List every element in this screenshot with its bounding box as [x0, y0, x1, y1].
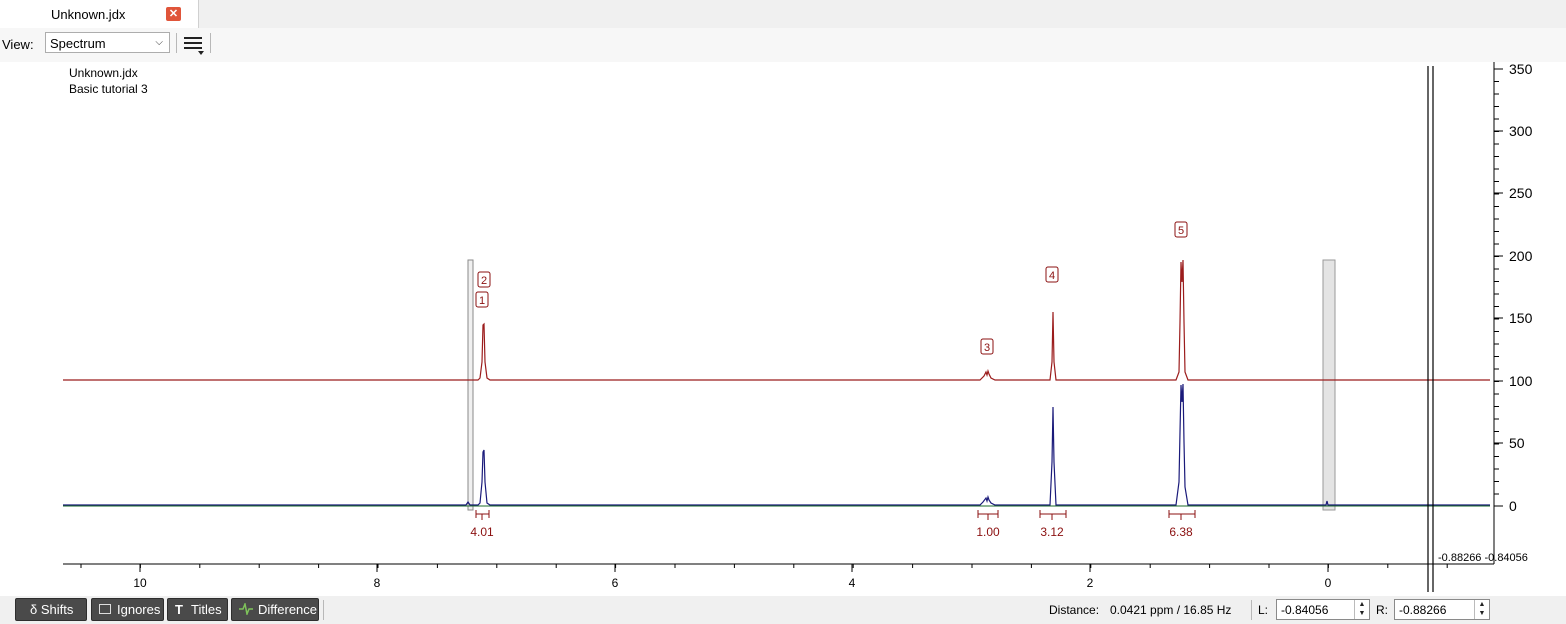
view-label: View: — [2, 37, 34, 52]
y-tick-label: 350 — [1509, 62, 1533, 77]
y-tick-label: 50 — [1509, 435, 1525, 451]
x-tick-label: 8 — [374, 576, 381, 590]
ignore-region[interactable] — [1322, 259, 1336, 511]
peak-label-box — [1045, 266, 1059, 283]
tab-bar: Unknown.jdx ✕ — [0, 0, 1566, 29]
spectrum-trace — [63, 259, 1490, 381]
left-value-spinbox[interactable]: -0.84056 ▲ ▼ — [1276, 599, 1370, 620]
peak-label-box — [1174, 221, 1188, 238]
difference-button[interactable]: Difference — [231, 598, 319, 621]
integral-value: 6.38 — [1169, 525, 1193, 539]
chevron-down-icon: ⌵ — [155, 37, 163, 48]
spectrum-canvas[interactable]: 350 300 250 200 150 100 50 0 10 8 6 4 2 0 -0.88266 -… — [0, 62, 1566, 596]
spin-arrows-icon[interactable]: ▲ ▼ — [1474, 600, 1489, 619]
status-bar: δ Shifts Ignores T Titles Difference Dis… — [0, 596, 1566, 624]
y-tick-label: 200 — [1509, 248, 1533, 264]
peak-label: 4 — [1049, 270, 1055, 282]
integral-value: 1.00 — [976, 525, 1000, 539]
peak-label-box — [980, 338, 994, 355]
right-value: -0.88266 — [1399, 603, 1447, 617]
y-tick-label: 100 — [1509, 373, 1533, 389]
x-tick-label: 0 — [1325, 576, 1332, 590]
view-select-value: Spectrum — [50, 36, 106, 51]
y-tick-label: 150 — [1509, 310, 1533, 326]
divider — [176, 33, 177, 53]
toolbar: View: Spectrum ⌵ — [0, 28, 1566, 62]
peak-label-box — [475, 291, 489, 308]
integrals: 4.01 1.00 3.12 6.38 — [470, 510, 1196, 539]
y-ticks: 350 300 250 200 150 100 50 0 — [1494, 62, 1533, 514]
peak-labels: 1 2 3 4 5 — [475, 221, 1188, 355]
tab-unknown-jdx[interactable]: Unknown.jdx ✕ — [0, 0, 199, 28]
text-icon: T — [175, 602, 183, 617]
distance-value: 0.0421 ppm / 16.85 Hz — [1110, 603, 1232, 617]
peak-label: 5 — [1178, 225, 1184, 237]
ignores-button-label: Ignores — [117, 602, 161, 617]
y-tick-label: 0 — [1509, 498, 1517, 514]
divider — [323, 600, 324, 620]
right-label: R: — [1376, 603, 1388, 617]
titles-button[interactable]: T Titles — [167, 598, 228, 621]
shifts-button-label: δ Shifts — [30, 602, 74, 617]
shifts-button[interactable]: δ Shifts — [15, 598, 87, 621]
y-tick-label: 300 — [1509, 123, 1533, 139]
plot-subtitle: Basic tutorial 3 — [69, 82, 148, 96]
spin-arrows-icon[interactable]: ▲ ▼ — [1354, 600, 1369, 619]
peak-label: 3 — [984, 342, 990, 354]
peak-label-box — [477, 271, 491, 288]
original-trace — [63, 383, 1490, 506]
difference-button-label: Difference — [258, 602, 318, 617]
x-tick-label: 2 — [1087, 576, 1094, 590]
x-ticks: 10 8 6 4 2 0 — [80, 564, 1448, 590]
difference-icon — [239, 599, 253, 621]
ignore-region-icon — [99, 599, 111, 620]
left-label: L: — [1258, 603, 1269, 617]
overlapped-range-label: -0.88266 -0.84056 — [1438, 552, 1528, 564]
spectrum-plot[interactable]: Unknown.jdx Basic tutorial 3 350 300 250 20… — [0, 62, 1566, 596]
y-tick-label: 250 — [1509, 185, 1533, 201]
view-select[interactable]: Spectrum ⌵ — [45, 32, 170, 53]
plot-title: Unknown.jdx — [69, 66, 138, 80]
tab-label: Unknown.jdx — [51, 7, 126, 22]
x-tick-label: 4 — [849, 576, 856, 590]
ignores-button[interactable]: Ignores — [91, 598, 164, 621]
x-tick-label: 10 — [133, 576, 147, 590]
titles-button-label: Titles — [191, 602, 222, 617]
ignore-region[interactable] — [467, 259, 474, 511]
menu-icon[interactable] — [183, 35, 204, 55]
distance-label: Distance: — [1049, 603, 1100, 617]
integral-value: 3.12 — [1040, 525, 1064, 539]
peak-label: 1 — [479, 295, 485, 307]
right-value-spinbox[interactable]: -0.88266 ▲ ▼ — [1394, 599, 1490, 620]
x-tick-label: 6 — [612, 576, 619, 590]
left-value: -0.84056 — [1281, 603, 1329, 617]
integral-value: 4.01 — [470, 525, 494, 539]
divider — [210, 33, 211, 53]
close-icon[interactable]: ✕ — [166, 7, 181, 21]
peak-label: 2 — [481, 275, 487, 287]
divider — [1251, 600, 1252, 620]
